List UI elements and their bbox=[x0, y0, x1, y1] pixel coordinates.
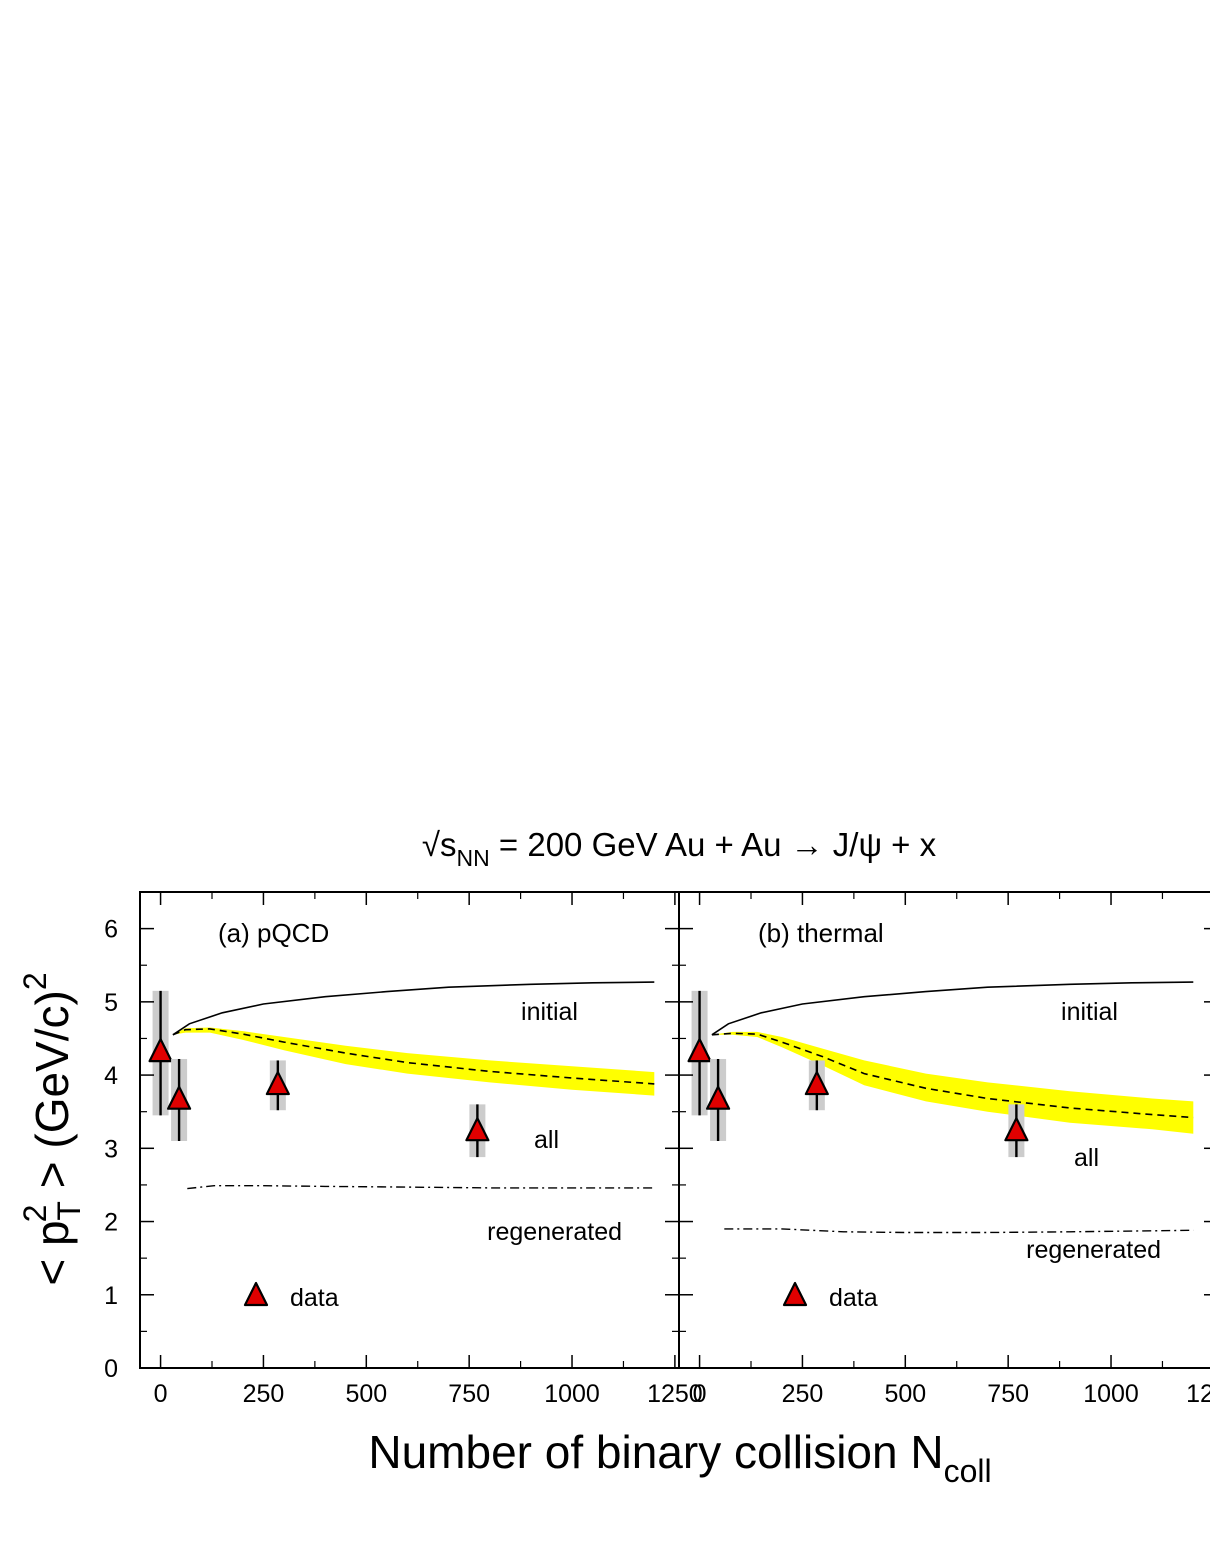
x-tick-label: 750 bbox=[987, 1380, 1029, 1408]
x-tick-label: 250 bbox=[782, 1380, 824, 1408]
curve-label-regenerated: regenerated bbox=[487, 1218, 622, 1246]
x-tick-label: 0 bbox=[693, 1380, 707, 1408]
plot-frame bbox=[139, 891, 680, 1369]
chart-title: √sNN = 200 GeV Au + Au → J/ψ + x bbox=[422, 826, 937, 871]
initial-curve bbox=[711, 981, 1194, 1036]
curve-label-regenerated: regenerated bbox=[1026, 1236, 1161, 1264]
x-tick-label: 500 bbox=[345, 1380, 387, 1408]
y-tick-label: 2 bbox=[104, 1209, 118, 1237]
curve-label-initial: initial bbox=[1061, 998, 1118, 1026]
y-axis-label: < p2T > (GeV/c)2 bbox=[17, 972, 87, 1285]
panel-label: (a) pQCD bbox=[218, 918, 329, 948]
data-point-2 bbox=[804, 1070, 829, 1096]
panel-pqcd: data 0 250 500 750 1000 1250 0 1 2 3 4 5 6 (a) pQCD ini… bbox=[104, 891, 703, 1408]
x-tick-label: 1250 bbox=[1186, 1380, 1210, 1408]
x-tick-label: 500 bbox=[884, 1380, 926, 1408]
legend-marker bbox=[782, 1281, 808, 1307]
all-curve bbox=[711, 1032, 1194, 1119]
data-point-1 bbox=[166, 1085, 192, 1110]
y-tick-label: 5 bbox=[104, 989, 118, 1017]
data-point-3 bbox=[465, 1117, 490, 1142]
y-tick-label: 4 bbox=[104, 1062, 118, 1090]
data-point-0 bbox=[687, 1038, 712, 1063]
curve-label-initial: initial bbox=[521, 998, 578, 1026]
regenerated-curve bbox=[187, 1184, 655, 1190]
all-uncertainty-band bbox=[172, 1027, 655, 1096]
legend-label-data: data bbox=[290, 1284, 339, 1312]
y-tick-label: 0 bbox=[104, 1355, 118, 1383]
y-tick-label: 3 bbox=[104, 1135, 118, 1163]
x-tick-label: 250 bbox=[243, 1380, 285, 1408]
x-tick-label: 1000 bbox=[1083, 1380, 1139, 1408]
initial-curve bbox=[172, 981, 655, 1036]
x-axis-label: Number of binary collision Ncoll bbox=[368, 1426, 991, 1489]
legend-marker bbox=[243, 1281, 269, 1307]
all-curve bbox=[172, 1028, 655, 1085]
regenerated-curve bbox=[724, 1228, 1194, 1234]
panel-thermal: data 0 250 500 750 1000 1250 (b) thermal initial… bbox=[678, 891, 1210, 1408]
x-tick-label: 1000 bbox=[544, 1380, 600, 1408]
curve-label-all: all bbox=[534, 1126, 559, 1154]
data-point-3 bbox=[1004, 1117, 1029, 1142]
data-point-0 bbox=[148, 1038, 173, 1063]
x-tick-label: 1250 bbox=[647, 1380, 703, 1408]
legend-label-data: data bbox=[829, 1284, 878, 1312]
data-point-1 bbox=[705, 1085, 731, 1110]
all-uncertainty-band bbox=[711, 1031, 1194, 1134]
data-point-2 bbox=[265, 1070, 290, 1096]
y-tick-label: 1 bbox=[104, 1282, 118, 1310]
x-tick-label: 0 bbox=[154, 1380, 168, 1408]
x-tick-label: 750 bbox=[448, 1380, 490, 1408]
curve-label-all: all bbox=[1074, 1144, 1099, 1172]
plot-frame bbox=[678, 891, 1210, 1369]
panel-label: (b) thermal bbox=[758, 918, 884, 948]
y-tick-label: 6 bbox=[104, 916, 118, 944]
